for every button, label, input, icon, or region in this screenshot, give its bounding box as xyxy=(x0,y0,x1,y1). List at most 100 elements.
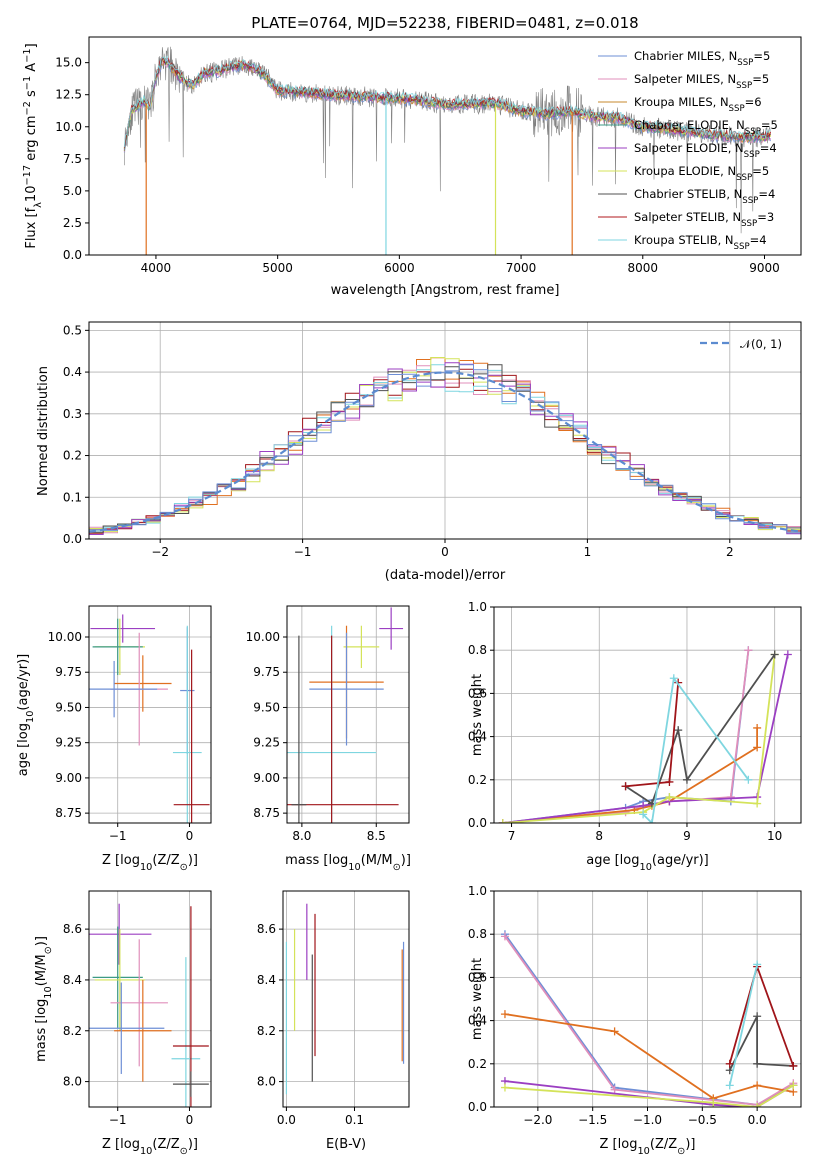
plus-marker xyxy=(744,646,753,655)
x-tick-label: −1.5 xyxy=(578,1113,607,1127)
y-tick-label: 0.8 xyxy=(468,927,487,941)
x-tick-label: 6000 xyxy=(384,261,415,275)
mass-weight-vs-age-panel: 7 8 9 10 0.0 0.2 0.4 0.6 0.8 1.0 mass weight age [l… xyxy=(468,600,802,873)
x-tick-label: 8000 xyxy=(628,261,659,275)
x-tick-label: 9 xyxy=(683,829,691,843)
y-tick-label: 0.4 xyxy=(63,365,82,379)
mass-weight-line xyxy=(625,653,776,805)
legend-entry: Salpeter ELODIE, NSSP=4 xyxy=(634,141,777,160)
legend-entry-part: =5 xyxy=(752,72,769,86)
legend-entry-part: Kroupa ELODIE, N xyxy=(634,164,736,178)
plus-marker xyxy=(753,1081,762,1090)
y-tick-label: 9.75 xyxy=(55,665,82,679)
plot-area xyxy=(500,930,798,1107)
age-vs-mass-panel: 8.0 8.5 8.75 9.00 9.25 9.50 9.75 10.00 mass [log… xyxy=(246,605,411,873)
age-mass-x-axis-label-part: mass [log xyxy=(285,853,348,868)
x-tick-label: 0.0 xyxy=(277,1113,296,1127)
mass-z-y-axis-label-part: (M/M xyxy=(34,954,49,986)
plus-marker xyxy=(753,799,762,808)
legend-entry: 𝒩(0, 1) xyxy=(740,337,782,351)
x-tick-label: −2 xyxy=(151,545,169,559)
plus-marker xyxy=(621,808,630,817)
plus-marker xyxy=(674,726,683,735)
legend-entry-part: SSP xyxy=(736,173,752,183)
x-tick-label: −0.5 xyxy=(688,1113,717,1127)
mass-z-x-axis-label-part: Z [log xyxy=(102,1137,140,1152)
x-tick-label: 0.0 xyxy=(748,1113,767,1127)
mass-z-y-axis-label-part: )] xyxy=(34,936,49,946)
x-tick-label: 8.5 xyxy=(367,829,386,843)
legend-entry-part: SSP xyxy=(736,81,752,91)
legend-entry-part: =5 xyxy=(761,118,778,132)
mass-z-x-axis-label: Z [log10(Z/Z⊙)] xyxy=(102,1137,198,1157)
y-tick-label: 0.0 xyxy=(468,816,487,830)
legend-entry: Chabrier STELIB, NSSP=4 xyxy=(634,187,775,206)
mass-weight-line xyxy=(502,728,758,823)
y-tick-label: 8.0 xyxy=(63,1075,82,1089)
legend-entry-part: Salpeter ELODIE, N xyxy=(634,141,744,155)
mass-ebv-x-axis-label: E(B-V) xyxy=(326,1137,366,1152)
mass-weight-line xyxy=(504,1084,794,1107)
y-tick-label: 10.0 xyxy=(55,120,82,134)
mass-z-x-axis-label-part: )] xyxy=(188,1137,198,1152)
weight-z-x-axis-label-part: (Z/Z xyxy=(650,1137,677,1152)
plus-marker xyxy=(753,1103,762,1107)
axes-frame xyxy=(88,36,802,256)
mass-z-x-axis-label-part: ⊙ xyxy=(180,1146,188,1157)
y-tick-label: 0.6 xyxy=(468,970,487,984)
age-z-x-axis-label-part: Z [log xyxy=(102,853,140,868)
y-tick-label: 8.6 xyxy=(257,922,276,936)
age-mass-x-axis-label-part: 10 xyxy=(348,862,360,873)
y-tick-label: 0.3 xyxy=(63,407,82,421)
age-mass-x-axis-label-part: )] xyxy=(401,853,411,868)
x-tick-label: 2 xyxy=(726,545,734,559)
x-tick-label: 5000 xyxy=(262,261,293,275)
legend-entry: Salpeter STELIB, NSSP=3 xyxy=(634,210,774,229)
y-tick-label: 12.5 xyxy=(55,88,82,102)
x-tick-label: −1.0 xyxy=(633,1113,662,1127)
mass-weight-y-axis-label: mass weight xyxy=(470,958,485,1040)
y-tick-label: 0.4 xyxy=(468,730,487,744)
mass-weight-vs-metallicity-panel: −2.0 −1.5 −1.0 −0.5 0.0 0.0 0.2 0.4 0.6 0.8 1.0 mas… xyxy=(468,884,802,1157)
y-tick-label: 8.4 xyxy=(63,973,82,987)
y-tick-label: 0.0 xyxy=(468,1100,487,1114)
mass-z-y-axis-label-part: ⊙ xyxy=(43,946,54,954)
mass-weight-line xyxy=(504,933,794,1106)
gaussian-reference-curve xyxy=(89,371,801,533)
spectrum-x-axis-label: wavelength [Angstrom, rest frame] xyxy=(331,283,560,298)
y-tick-label: 0.0 xyxy=(63,248,82,262)
weight-z-x-axis-label-part: 10 xyxy=(637,1146,649,1157)
spectrum-panel: 4000 5000 6000 7000 8000 9000 0.0 2.5 5.0 7.5 10.0… xyxy=(22,14,802,298)
legend-entry-part: Chabrier MILES, N xyxy=(634,49,737,63)
legend-entry-part: SSP xyxy=(742,196,758,206)
plus-marker xyxy=(682,775,691,784)
legend-entry-part: =4 xyxy=(750,233,767,247)
legend-entry-part: Salpeter MILES, N xyxy=(634,72,736,86)
plus-marker xyxy=(498,819,507,823)
age-z-y-axis-label-part: 10 xyxy=(25,711,36,723)
y-tick-label: 8.75 xyxy=(253,806,280,820)
plus-marker xyxy=(647,819,656,823)
mass-weight-line xyxy=(642,676,750,823)
legend-entry-part: =6 xyxy=(745,95,762,109)
x-tick-label: 10 xyxy=(767,829,782,843)
legend-entry: Kroupa ELODIE, NSSP=5 xyxy=(634,164,769,183)
x-tick-label: 0 xyxy=(186,1113,194,1127)
y-tick-label: 8.4 xyxy=(257,973,276,987)
residual-x-axis-label: (data-model)/error xyxy=(385,568,506,583)
y-tick-label: 0.5 xyxy=(63,323,82,337)
plot-area xyxy=(89,614,210,823)
age-mass-x-axis-label-part: ⊙ xyxy=(393,862,401,873)
axes-frame xyxy=(493,606,802,824)
y-tick-label: 0.4 xyxy=(468,1014,487,1028)
legend-entry-part: SSP xyxy=(745,127,761,137)
legend-entry-part: Chabrier ELODIE, N xyxy=(634,118,745,132)
spectrum-y-axis-label-part: −17 xyxy=(22,165,33,186)
plus-marker xyxy=(726,793,735,802)
weight-age-x-axis-label-part: age [log xyxy=(586,853,639,868)
legend-entry: Salpeter MILES, NSSP=5 xyxy=(634,72,769,91)
spectrum-y-axis-label-part: A xyxy=(24,63,39,76)
residual-y-axis-label: Normed distribution xyxy=(36,366,51,496)
